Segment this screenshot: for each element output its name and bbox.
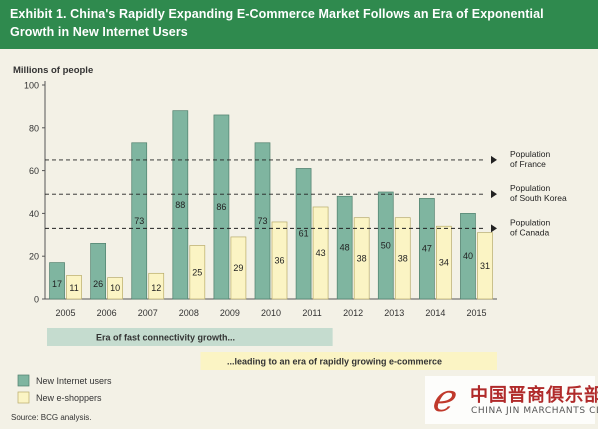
y-tick-label: 0 — [34, 295, 39, 305]
bar-new-internet-users — [460, 213, 476, 300]
data-label-new-internet-users: 50 — [381, 241, 391, 251]
data-label-new-internet-users: 86 — [216, 202, 226, 212]
title-line-2: Growth in New Internet Users — [10, 25, 188, 39]
phase-band-ecommerce — [200, 352, 498, 370]
data-label-new-internet-users: 26 — [93, 279, 103, 289]
data-label-new-internet-users: 47 — [422, 244, 432, 254]
reference-arrow-icon — [491, 224, 497, 233]
bar-new-e-shoppers — [436, 225, 452, 300]
x-tick-label: 2008 — [179, 308, 199, 318]
data-label-new-e-shoppers: 31 — [480, 261, 490, 271]
x-tick-label: 2009 — [220, 308, 240, 318]
data-label-new-internet-users: 40 — [463, 251, 473, 261]
source-note: Source: BCG analysis. — [11, 413, 91, 422]
x-tick-label: 2014 — [425, 308, 445, 318]
bar-new-e-shoppers — [189, 245, 206, 300]
legend-swatch-new-internet-users — [17, 374, 30, 387]
x-tick-label: 2012 — [343, 308, 363, 318]
reference-label-line1: Population — [510, 149, 550, 159]
watermark-chinese-text: 中国晋商俱乐部 — [470, 385, 598, 406]
bar-new-e-shoppers — [353, 217, 370, 300]
data-label-new-e-shoppers: 12 — [151, 283, 161, 293]
phase-label-ecommerce: ...leading to an era of rapidly growing … — [227, 357, 442, 367]
bar-new-internet-users — [213, 114, 230, 300]
data-label-new-e-shoppers: 34 — [439, 258, 449, 268]
reference-label-line1: Population — [510, 183, 550, 193]
data-label-new-internet-users: 88 — [175, 200, 185, 210]
x-tick-label: 2013 — [384, 308, 404, 318]
reference-label-line2: of Canada — [510, 227, 549, 237]
data-label-new-e-shoppers: 36 — [274, 255, 284, 265]
data-label-new-e-shoppers: 10 — [110, 283, 120, 293]
bar-new-internet-users — [90, 243, 106, 300]
data-label-new-e-shoppers: 43 — [316, 248, 326, 258]
legend-label-new-internet-users: New Internet users — [36, 376, 112, 386]
data-label-new-e-shoppers: 25 — [192, 267, 202, 277]
data-label-new-internet-users: 17 — [52, 279, 62, 289]
reference-arrow-icon — [491, 155, 497, 164]
bar-new-internet-users — [295, 168, 312, 300]
data-label-new-internet-users: 61 — [299, 229, 309, 239]
bar-new-e-shoppers — [477, 232, 493, 300]
data-label-new-internet-users: 73 — [257, 216, 267, 226]
bar-new-e-shoppers — [66, 275, 82, 300]
legend-label-new-e-shoppers: New e-shoppers — [36, 393, 102, 403]
bar-new-e-shoppers — [271, 221, 288, 300]
bar-new-internet-users — [377, 191, 394, 300]
data-label-new-internet-users: 73 — [134, 216, 144, 226]
x-tick-label: 2005 — [56, 308, 76, 318]
reference-label-line1: Population — [510, 217, 550, 227]
y-tick-label: 100 — [24, 81, 39, 91]
bar-new-internet-users — [172, 110, 189, 300]
watermark: ℯ 中国晋商俱乐部 CHINA JIN MARCHANTS CLUB — [425, 376, 598, 424]
watermark-english-text: CHINA JIN MARCHANTS CLUB — [471, 406, 598, 416]
y-axis-label: Millions of people — [13, 65, 93, 76]
phase-label-connectivity: Era of fast connectivity growth... — [96, 333, 235, 343]
y-tick-label: 60 — [29, 166, 39, 176]
exhibit-header: Exhibit 1. China's Rapidly Expanding E-C… — [0, 0, 598, 49]
y-tick-label: 80 — [29, 123, 39, 133]
bar-new-e-shoppers — [394, 217, 411, 300]
legend-swatch-new-e-shoppers — [17, 391, 30, 404]
reference-arrow-icon — [491, 190, 497, 199]
bar-new-internet-users — [254, 142, 271, 300]
title-line-1: Exhibit 1. China's Rapidly Expanding E-C… — [10, 7, 544, 21]
bar-new-e-shoppers — [230, 236, 247, 300]
y-tick-label: 20 — [29, 252, 39, 262]
bar-chart: Millions of people 0 20 40 60 80 100 17 11 2005 26… — [11, 65, 567, 422]
data-label-new-internet-users: 48 — [340, 243, 350, 253]
chart-area: Millions of people 0 20 40 60 80 100 17 11 2005 26… — [0, 49, 598, 429]
x-tick-label: 2006 — [97, 308, 117, 318]
x-tick-label: 2011 — [302, 308, 321, 318]
bar-new-internet-users — [131, 142, 148, 300]
phase-band-connectivity — [47, 328, 333, 346]
data-label-new-e-shoppers: 38 — [398, 253, 408, 263]
bar-new-internet-users — [419, 198, 435, 300]
bar-new-e-shoppers — [107, 277, 123, 300]
reference-label-line2: of France — [510, 159, 546, 169]
watermark-logo-icon: ℯ — [431, 376, 454, 420]
bar-new-internet-users — [336, 195, 353, 300]
data-label-new-e-shoppers: 38 — [357, 253, 367, 263]
x-tick-label: 2015 — [466, 308, 486, 318]
x-tick-label: 2010 — [261, 308, 281, 318]
y-tick-label: 40 — [29, 209, 39, 219]
data-label-new-e-shoppers: 29 — [233, 263, 243, 273]
bar-new-e-shoppers — [148, 272, 165, 300]
data-label-new-e-shoppers: 11 — [69, 283, 78, 293]
bar-new-e-shoppers — [312, 206, 329, 300]
bar-new-internet-users — [49, 262, 65, 300]
reference-label-line2: of South Korea — [510, 193, 567, 203]
x-tick-label: 2007 — [138, 308, 158, 318]
